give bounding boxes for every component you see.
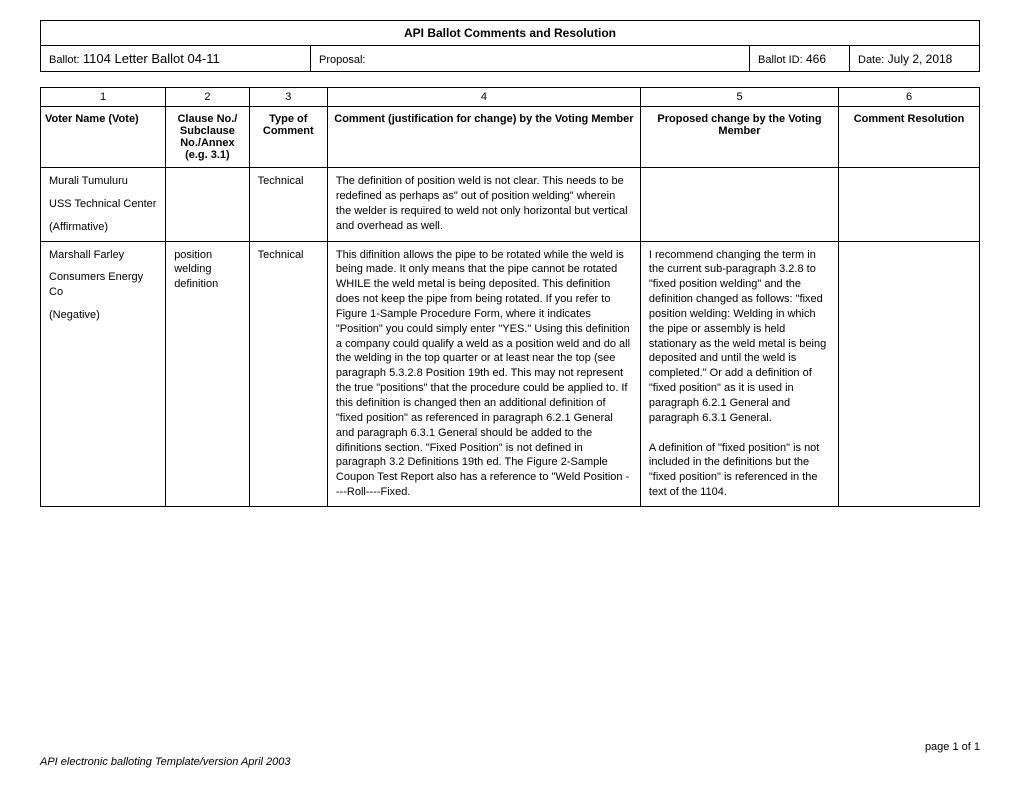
resolution-cell bbox=[839, 241, 980, 506]
voter-cell: Marshall FarleyConsumers Energy Co(Negat… bbox=[41, 241, 166, 506]
proposed-cell: I recommend changing the term in the cur… bbox=[640, 241, 838, 506]
ballot-cell: Ballot: 1104 Letter Ballot 04-11 bbox=[41, 46, 311, 72]
ballot-id-value: 466 bbox=[806, 52, 826, 66]
column-header: Voter Name (Vote) bbox=[41, 107, 166, 168]
template-version: API electronic balloting Template/versio… bbox=[40, 756, 980, 768]
header-table: API Ballot Comments and Resolution Ballo… bbox=[40, 20, 980, 72]
clause-cell: position welding definition bbox=[166, 241, 249, 506]
ballot-id-cell: Ballot ID: 466 bbox=[750, 46, 850, 72]
comment-cell: This difinition allows the pipe to be ro… bbox=[327, 241, 640, 506]
proposal-cell: Proposal: bbox=[311, 46, 750, 72]
column-number: 3 bbox=[249, 88, 327, 107]
column-number: 1 bbox=[41, 88, 166, 107]
document-title: API Ballot Comments and Resolution bbox=[41, 21, 980, 46]
voter-cell: Murali TumuluruUSS Technical Center(Affi… bbox=[41, 168, 166, 242]
table-row: Murali TumuluruUSS Technical Center(Affi… bbox=[41, 168, 980, 242]
date-value: July 2, 2018 bbox=[888, 52, 953, 66]
date-label: Date: bbox=[858, 54, 884, 66]
column-number-row: 123456 bbox=[41, 88, 980, 107]
type-cell: Technical bbox=[249, 168, 327, 242]
table-body: Murali TumuluruUSS Technical Center(Affi… bbox=[41, 168, 980, 507]
column-header: Comment (justification for change) by th… bbox=[327, 107, 640, 168]
proposed-cell bbox=[640, 168, 838, 242]
column-number: 2 bbox=[166, 88, 249, 107]
column-header: Type of Comment bbox=[249, 107, 327, 168]
clause-cell bbox=[166, 168, 249, 242]
column-number: 4 bbox=[327, 88, 640, 107]
type-cell: Technical bbox=[249, 241, 327, 506]
column-header-row: Voter Name (Vote)Clause No./ Subclause N… bbox=[41, 107, 980, 168]
ballot-value: 1104 Letter Ballot 04-11 bbox=[83, 51, 220, 66]
comment-cell: The definition of position weld is not c… bbox=[327, 168, 640, 242]
proposal-label: Proposal: bbox=[319, 54, 365, 66]
ballot-id-label: Ballot ID: bbox=[758, 54, 803, 66]
column-header: Comment Resolution bbox=[839, 107, 980, 168]
ballot-label: Ballot: bbox=[49, 54, 80, 66]
column-number: 6 bbox=[839, 88, 980, 107]
page-number: page 1 of 1 bbox=[40, 741, 980, 753]
column-header: Proposed change by the Voting Member bbox=[640, 107, 838, 168]
resolution-cell bbox=[839, 168, 980, 242]
date-cell: Date: July 2, 2018 bbox=[850, 46, 980, 72]
column-header: Clause No./ Subclause No./Annex (e.g. 3.… bbox=[166, 107, 249, 168]
table-row: Marshall FarleyConsumers Energy Co(Negat… bbox=[41, 241, 980, 506]
comments-table: 123456 Voter Name (Vote)Clause No./ Subc… bbox=[40, 87, 980, 507]
column-number: 5 bbox=[640, 88, 838, 107]
footer: page 1 of 1 API electronic balloting Tem… bbox=[40, 741, 980, 768]
